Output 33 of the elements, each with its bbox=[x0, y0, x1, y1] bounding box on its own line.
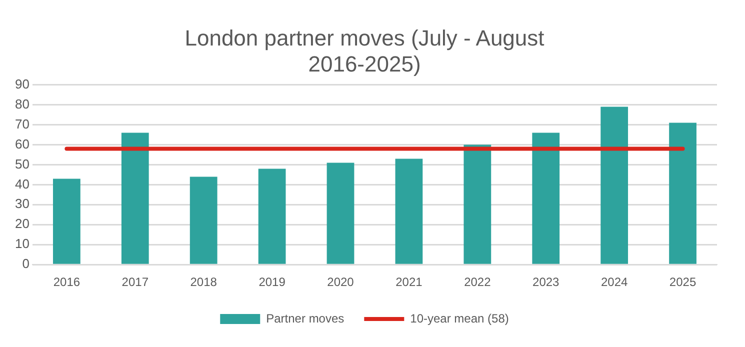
bar bbox=[532, 132, 560, 264]
x-tick-label: 2017 bbox=[122, 275, 149, 290]
x-tick-label: 2024 bbox=[600, 275, 628, 290]
y-tick-label: 90 bbox=[14, 76, 30, 92]
y-tick-label: 0 bbox=[22, 256, 30, 272]
x-tick-label: 2022 bbox=[464, 275, 492, 290]
bar bbox=[190, 176, 218, 264]
y-tick-label: 40 bbox=[14, 176, 30, 192]
bar bbox=[600, 106, 628, 264]
x-tick-label: 2020 bbox=[327, 275, 354, 290]
bar bbox=[669, 122, 696, 264]
legend-label: Partner moves bbox=[266, 311, 344, 326]
bar bbox=[258, 168, 286, 264]
y-tick-label: 50 bbox=[14, 156, 30, 172]
x-tick-label: 2018 bbox=[190, 275, 218, 290]
x-tick-label: 2019 bbox=[258, 275, 286, 290]
y-tick-label: 20 bbox=[14, 216, 30, 232]
x-tick-label: 2016 bbox=[53, 275, 80, 290]
x-tick-label: 2023 bbox=[532, 275, 560, 290]
y-tick-label: 10 bbox=[14, 236, 30, 252]
bar bbox=[52, 178, 80, 264]
y-tick-label: 30 bbox=[14, 196, 30, 212]
x-tick-label: 2021 bbox=[396, 275, 423, 290]
y-tick-label: 80 bbox=[14, 96, 30, 112]
chart-title: London partner moves (July - August 2016-2025) bbox=[184, 25, 544, 77]
x-tick-label: 2025 bbox=[669, 275, 696, 290]
bar bbox=[395, 158, 423, 264]
bar bbox=[121, 132, 149, 264]
bar bbox=[464, 144, 492, 264]
y-tick-label: 70 bbox=[14, 116, 30, 132]
bar bbox=[326, 162, 354, 264]
legend-label: 10-year mean (58) bbox=[410, 311, 509, 326]
y-tick-label: 60 bbox=[14, 136, 30, 152]
